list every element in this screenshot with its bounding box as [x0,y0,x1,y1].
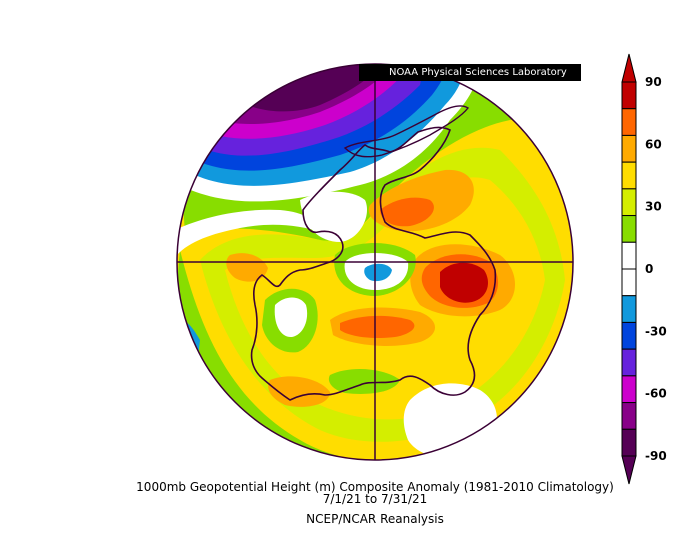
colorbar-segment [621,348,637,377]
colorbar-segment [621,295,637,323]
colorbar-segment [621,268,637,297]
colorbar-segment [621,375,637,404]
colorbar-tick-label: 90 [645,75,662,89]
antarctica-coastline [250,126,497,401]
colorbar-segment [621,188,637,217]
antarctic-peninsula [343,105,470,158]
colorbar-tick-label: -30 [645,324,667,338]
colorbar-tick-label: 30 [645,200,662,214]
colorbar-bottom-arrow [621,455,637,485]
colorbar-segment [621,134,637,163]
colorbar: 90 60 30 0 -30 -60 -90 [621,53,667,485]
data-source: NCEP/NCAR Reanalysis [306,512,444,526]
colorbar-segment [621,108,637,136]
date-range: 7/1/21 to 7/31/21 [322,492,428,506]
colorbar-tick-label: -90 [645,449,667,463]
colorbar-tick-label: -60 [645,387,667,401]
colorbar-segment [621,321,637,350]
colorbar-segment [621,215,637,243]
colorbar-segment [621,428,637,457]
colorbar-tick-label: 60 [645,137,662,151]
lab-label-box: NOAA Physical Sciences Laboratory [359,64,581,81]
colorbar-segment [621,241,637,270]
colorbar-tick-label: 0 [645,262,653,276]
colorbar-segment [621,81,637,110]
lab-label: NOAA Physical Sciences Laboratory [389,67,567,78]
colorbar-segment [621,402,637,430]
colorbar-segment [621,161,637,190]
map-title: 1000mb Geopotential Height (m) Composite… [136,480,614,494]
colorbar-top-arrow [621,53,637,83]
